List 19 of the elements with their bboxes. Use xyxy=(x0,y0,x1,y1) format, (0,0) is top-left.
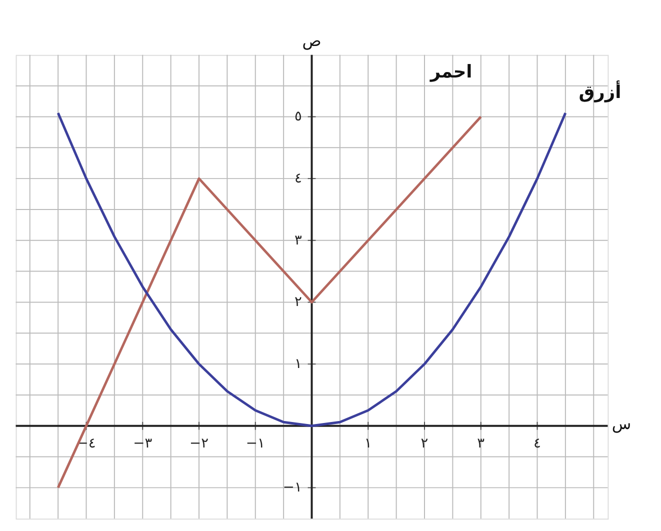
series-label: أزرق xyxy=(578,80,622,104)
x-axis-title: س xyxy=(612,414,632,433)
x-tick-label: ٣ xyxy=(477,436,486,452)
x-tick-label: ٤ xyxy=(534,436,541,452)
text: احمر xyxy=(429,62,472,82)
y-tick-label: ٣ xyxy=(294,232,302,248)
x-tick-label: −٢ xyxy=(190,436,208,452)
y-tick-label: ١ xyxy=(294,356,302,372)
x-tick-label: −١ xyxy=(246,436,265,452)
line-series xyxy=(56,112,567,428)
x-tick-label: ٢ xyxy=(420,436,428,452)
y-tick-label: ٥ xyxy=(294,108,302,125)
y-tick-label: ٢ xyxy=(294,294,302,310)
x-tick-label: −٤ xyxy=(76,436,96,452)
x-tick-label: −٣ xyxy=(133,436,153,452)
x-tick-label: ١ xyxy=(364,436,372,452)
y-tick-label: −١ xyxy=(282,480,302,496)
y-tick-label: ٤ xyxy=(294,170,302,187)
y-axis-title: ص xyxy=(302,31,322,50)
